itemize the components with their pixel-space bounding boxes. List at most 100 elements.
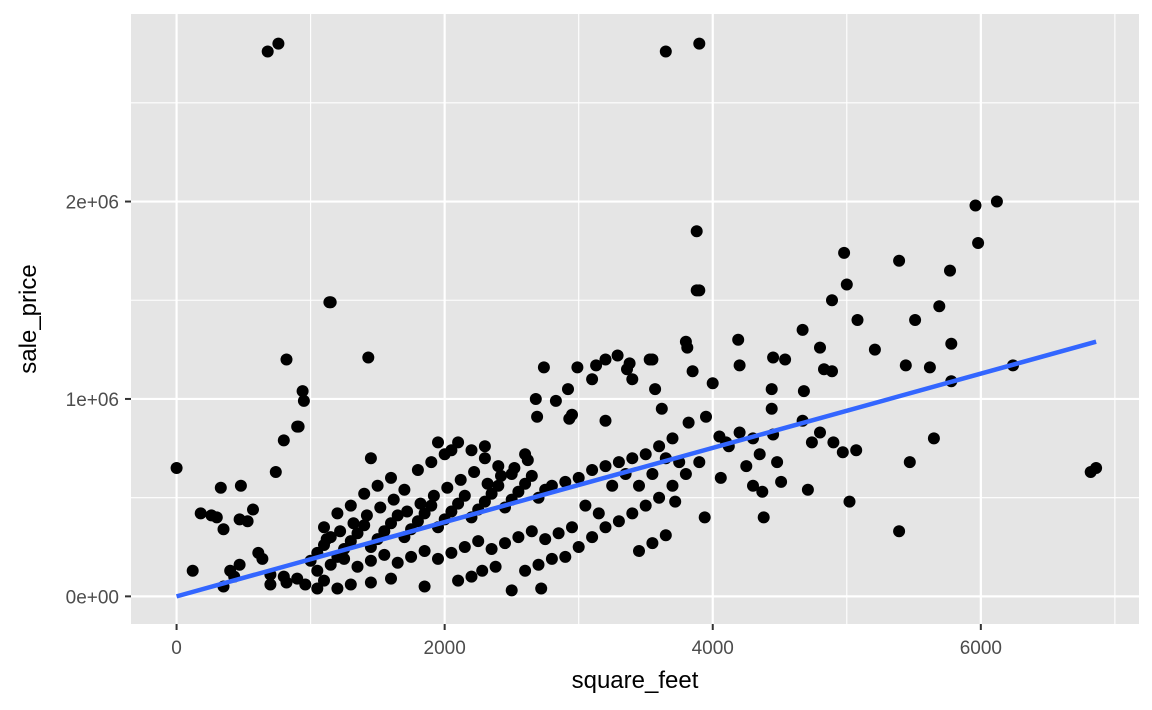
data-point: [814, 341, 826, 354]
y-axis-ticks: 0e+00 1e+06 2e+06: [66, 193, 131, 608]
data-point: [210, 511, 223, 524]
y-tick-label: 2e+06: [66, 193, 119, 214]
x-tick-label: 4000: [692, 638, 734, 659]
data-point: [458, 489, 471, 502]
data-point: [733, 359, 746, 372]
data-point: [385, 471, 397, 484]
data-point: [441, 481, 454, 494]
data-point: [385, 517, 397, 530]
data-point: [693, 37, 706, 50]
data-point: [537, 361, 550, 374]
data-point: [398, 483, 411, 496]
data-point: [344, 535, 357, 548]
data-point: [686, 365, 699, 378]
data-point: [659, 529, 672, 542]
data-point: [944, 264, 956, 277]
data-point: [499, 537, 511, 550]
data-point: [552, 527, 565, 540]
data-point: [256, 552, 269, 565]
data-point: [767, 351, 780, 364]
data-point: [579, 499, 592, 512]
data-point: [362, 351, 375, 364]
y-tick-label: 0e+00: [66, 587, 119, 608]
data-point: [364, 452, 377, 465]
data-point: [814, 426, 826, 439]
data-point: [324, 558, 337, 571]
data-point: [311, 564, 324, 577]
data-point: [425, 499, 438, 512]
data-point: [646, 537, 659, 550]
data-point: [344, 499, 357, 512]
data-point: [572, 471, 585, 484]
data-point: [465, 570, 478, 583]
data-point: [559, 475, 572, 488]
data-point: [186, 564, 199, 577]
data-point: [432, 436, 444, 449]
x-tick-label: 2000: [424, 638, 466, 659]
data-point: [334, 525, 347, 538]
data-point: [360, 509, 373, 522]
data-point: [418, 580, 431, 593]
data-point: [234, 479, 247, 492]
data-point: [512, 531, 525, 544]
data-point: [612, 456, 625, 469]
data-point: [233, 558, 246, 571]
data-point: [508, 462, 521, 474]
x-tick-label: 6000: [960, 638, 1002, 659]
data-point: [338, 552, 351, 565]
data-point: [1090, 462, 1103, 474]
data-point: [623, 357, 636, 370]
data-point: [682, 416, 695, 429]
data-point: [539, 533, 552, 546]
data-point: [633, 545, 645, 557]
data-point: [324, 296, 337, 309]
data-point: [299, 578, 312, 591]
data-point: [217, 523, 230, 536]
data-point: [927, 432, 940, 445]
data-point: [669, 495, 682, 508]
data-point: [771, 456, 784, 469]
data-point: [646, 353, 659, 366]
data-point: [740, 460, 753, 473]
data-point: [549, 394, 562, 407]
data-point: [690, 225, 703, 238]
data-point: [893, 254, 906, 267]
data-point: [452, 436, 465, 449]
data-point: [559, 550, 572, 563]
data-point: [843, 495, 856, 508]
data-point: [838, 246, 851, 259]
data-point: [909, 314, 922, 326]
data-point: [465, 444, 478, 457]
data-point: [779, 353, 792, 366]
data-point: [655, 402, 668, 415]
data-point: [706, 377, 719, 390]
data-point: [272, 37, 285, 50]
data-point: [775, 475, 788, 488]
data-point: [827, 436, 840, 449]
data-point: [714, 471, 727, 484]
data-point: [519, 477, 532, 490]
data-point: [405, 550, 418, 563]
data-point: [478, 495, 491, 508]
data-point: [563, 412, 576, 425]
data-point: [478, 452, 491, 465]
data-point: [599, 521, 612, 534]
data-point: [351, 560, 364, 573]
data-point: [492, 460, 505, 473]
data-point: [666, 479, 679, 492]
data-point: [280, 353, 293, 366]
data-point: [646, 468, 659, 480]
data-point: [562, 383, 574, 396]
data-point: [850, 444, 863, 457]
data-point: [432, 552, 444, 565]
data-point: [796, 323, 809, 336]
data-point: [481, 477, 494, 490]
data-point: [454, 473, 467, 486]
data-point: [757, 511, 770, 524]
data-point: [371, 479, 384, 492]
data-point: [923, 361, 936, 374]
data-point: [532, 558, 545, 571]
data-point: [519, 564, 532, 577]
data-point: [525, 525, 538, 538]
trend-line: [175, 339, 1097, 599]
